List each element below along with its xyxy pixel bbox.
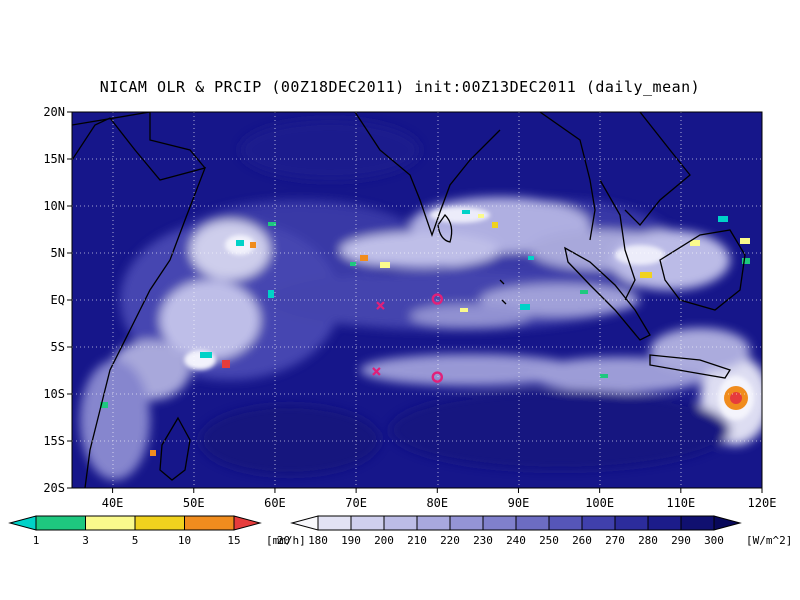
- x-tick-label: 100E: [585, 496, 614, 510]
- colorbar-segment: [449, 515, 484, 531]
- x-tick-label: 70E: [345, 496, 367, 510]
- x-tick-label: 110E: [666, 496, 695, 510]
- storm-circle-marker: [431, 371, 443, 383]
- colorbar-segment: [350, 515, 385, 531]
- x-axis: 40E 50E 60E 70E 80E 90E 100E 110E 120E: [102, 488, 777, 510]
- y-tick-label: 20N: [43, 105, 65, 119]
- y-tick-label: 5S: [51, 340, 65, 354]
- y-tick-label: 15N: [43, 152, 65, 166]
- colorbar-segment: [317, 515, 352, 531]
- precip-colorbar: 1 3 5 10 15 20[mm/h]: [8, 515, 306, 547]
- colorbar-segment: [416, 515, 451, 531]
- y-tick-label: 20S: [43, 481, 65, 495]
- x-tick-label: 40E: [102, 496, 124, 510]
- colorbar-label: 20: [277, 534, 290, 547]
- colorbar-left-arrow: [8, 515, 37, 531]
- x-tick-label: 80E: [426, 496, 448, 510]
- colorbar-segment: [614, 515, 649, 531]
- grid-lines: [72, 112, 762, 488]
- colorbar-label: 250: [539, 534, 559, 547]
- colorbar-label: 290: [671, 534, 691, 547]
- colorbar-segment: [383, 515, 418, 531]
- colorbar-label: 3: [82, 534, 89, 547]
- y-tick-label: 10N: [43, 199, 65, 213]
- colorbar-right-arrow: [233, 515, 262, 531]
- colorbar-label: 1: [33, 534, 40, 547]
- precip-patches: [100, 210, 750, 456]
- storm-x-marker: [372, 367, 381, 376]
- colorbar-segment: [184, 515, 235, 531]
- colorbar-right-arrow: [713, 515, 742, 531]
- colorbar-label: 15: [227, 534, 240, 547]
- colorbar-segment: [482, 515, 517, 531]
- colorbar-label: 10: [178, 534, 191, 547]
- colorbar-label: 280: [638, 534, 658, 547]
- colorbar-label: 240: [506, 534, 526, 547]
- colorbar-label: 210: [407, 534, 427, 547]
- y-axis: 20N 15N 10N 5N EQ 5S 10S 15S 20S: [43, 105, 72, 495]
- colorbar-segment: [85, 515, 136, 531]
- colorbar-label: 220: [440, 534, 460, 547]
- colorbar-unit: [W/m^2]: [746, 534, 792, 547]
- storm-circle-marker: [431, 293, 443, 305]
- x-tick-label: 120E: [748, 496, 777, 510]
- colorbar-label: 300: [704, 534, 724, 547]
- storm-x-marker: [376, 301, 385, 310]
- y-tick-label: 10S: [43, 387, 65, 401]
- olr-field: [72, 112, 762, 488]
- coastlines: [72, 112, 746, 488]
- colorbar-label: 5: [132, 534, 139, 547]
- colorbar-segment: [647, 515, 682, 531]
- olr-colorbar: 180 190 200 210 220 230 240 250 260 270 280 290 300 […: [290, 515, 792, 547]
- colorbar-label: 270: [605, 534, 625, 547]
- colorbar-left-arrow: [290, 515, 319, 531]
- colorbar-label: 180: [308, 534, 328, 547]
- colorbar-label: 190: [341, 534, 361, 547]
- colorbar-segment: [35, 515, 86, 531]
- colorbar-segment: [680, 515, 715, 531]
- colorbar-segment: [548, 515, 583, 531]
- colorbar-label: 200: [374, 534, 394, 547]
- y-tick-label: 5N: [51, 246, 65, 260]
- colorbar-segment: [515, 515, 550, 531]
- storm-markers: [372, 293, 443, 383]
- colorbar-label: 230: [473, 534, 493, 547]
- x-tick-label: 60E: [264, 496, 286, 510]
- map-title: NICAM OLR & PRCIP (00Z18DEC2011) init:00…: [99, 78, 701, 96]
- x-tick-label: 90E: [508, 496, 530, 510]
- x-tick-label: 50E: [183, 496, 205, 510]
- colorbar-segment: [581, 515, 616, 531]
- y-tick-label: 15S: [43, 434, 65, 448]
- y-tick-label: EQ: [51, 293, 65, 307]
- colorbar-unit: [mm/h]: [266, 534, 306, 547]
- colorbar-segment: [134, 515, 185, 531]
- colorbar-label: 260: [572, 534, 592, 547]
